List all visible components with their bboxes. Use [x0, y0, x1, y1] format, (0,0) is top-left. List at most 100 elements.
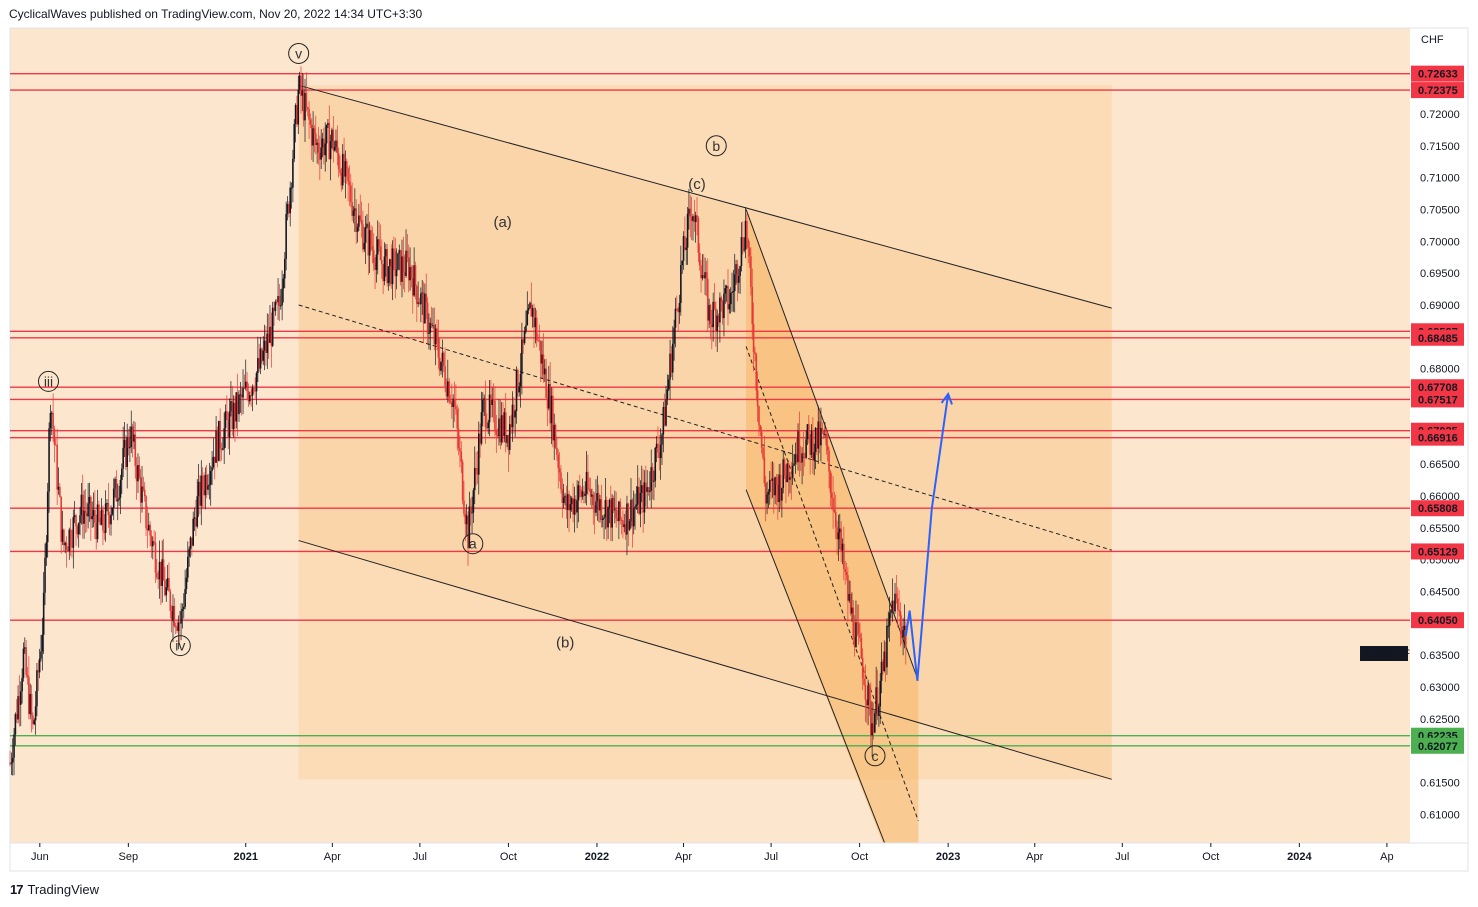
candle-body — [888, 613, 891, 626]
candle-body — [60, 496, 62, 542]
candle-body — [839, 528, 841, 533]
candle-body — [418, 302, 421, 305]
candle-body — [96, 504, 99, 540]
candle-body — [572, 498, 574, 515]
candle-body — [399, 250, 402, 282]
candle-body — [201, 475, 204, 491]
red-level-badge — [1411, 379, 1464, 396]
candle-body — [112, 488, 115, 508]
candle-body — [437, 338, 440, 358]
candle-body — [55, 444, 57, 446]
candle-body — [853, 636, 856, 648]
candle-body — [61, 529, 64, 542]
candle-body — [879, 680, 882, 707]
candle-body — [440, 361, 442, 371]
candle-body — [263, 340, 266, 351]
candle-body — [324, 143, 327, 156]
candle-body — [878, 706, 880, 716]
candle-body — [669, 353, 671, 380]
candle-body — [580, 489, 582, 497]
candle-body — [646, 487, 648, 492]
candle-body — [359, 215, 362, 221]
candle-body — [479, 433, 481, 444]
candle-body — [634, 506, 636, 509]
candle-body — [304, 93, 306, 121]
candle-body — [9, 763, 11, 765]
candle-body — [98, 504, 100, 518]
candle-body — [596, 493, 599, 502]
candle-body — [337, 153, 340, 170]
candle-body — [438, 357, 441, 371]
candle-body — [814, 428, 817, 453]
candle-body — [411, 278, 414, 296]
candle-body — [390, 259, 393, 285]
candle-body — [696, 215, 698, 219]
candle-body — [83, 510, 85, 524]
candle-body — [168, 578, 170, 592]
candle-body — [746, 220, 748, 240]
candle-body — [379, 246, 382, 261]
candle-body — [102, 509, 104, 531]
x-tick-label: Sep — [119, 851, 139, 863]
y-tick-label: 0.65500 — [1420, 523, 1460, 535]
candle-body — [29, 693, 32, 715]
candle-body — [270, 326, 273, 346]
candle-body — [506, 435, 508, 443]
wave-label-circle — [37, 370, 59, 392]
x-tick-label: Ap — [1380, 851, 1393, 863]
candle-body — [85, 513, 88, 517]
candle-body — [442, 352, 445, 367]
x-tick-label: Apr — [675, 851, 692, 863]
tradingview-footer: 17 TradingView — [10, 880, 99, 898]
candle-body — [407, 257, 410, 281]
candle-body — [802, 453, 805, 457]
candle-body — [261, 348, 263, 361]
candle-body — [680, 265, 682, 303]
candle-body — [557, 454, 560, 469]
y-tick-label: 0.66000 — [1420, 491, 1460, 503]
candle-body — [118, 497, 120, 500]
candle-body — [15, 714, 18, 720]
candle-body — [876, 687, 879, 716]
candle-body — [779, 474, 782, 501]
candle-body — [754, 351, 756, 355]
y-tick-label: 0.70500 — [1420, 204, 1460, 216]
candle-body — [847, 575, 849, 601]
candle-body — [564, 495, 566, 498]
candle-body — [433, 325, 436, 345]
candle-body — [389, 259, 391, 267]
candle-body — [799, 461, 802, 463]
wave-label-circle — [705, 135, 727, 157]
candle-body — [460, 451, 463, 462]
candle-body — [71, 546, 73, 548]
candle-body — [706, 278, 709, 321]
candle-body — [640, 485, 643, 494]
red-level-badge — [1411, 329, 1464, 346]
candle-body — [297, 89, 300, 125]
wave-label: b — [712, 138, 720, 154]
candle-body — [488, 394, 491, 423]
candle-body — [860, 637, 863, 659]
candle-body — [592, 494, 595, 506]
candle-body — [325, 125, 328, 144]
candle-body — [794, 454, 797, 464]
candle-body — [130, 426, 133, 447]
candle-body — [759, 425, 762, 432]
candle-body — [899, 611, 902, 627]
candle-body — [507, 435, 510, 450]
candle-body — [857, 623, 860, 634]
candle-body — [808, 424, 810, 435]
candle-body — [475, 467, 477, 469]
red-level-label: 0.64050 — [1418, 615, 1458, 627]
candle-body — [94, 509, 96, 523]
candle-body — [18, 696, 21, 705]
candle-body — [21, 677, 23, 692]
candle-body — [503, 412, 506, 437]
candle-body — [600, 499, 603, 521]
candle-body — [508, 424, 511, 450]
candle-body — [452, 398, 454, 407]
candle-body — [354, 208, 356, 211]
candle-body — [77, 523, 80, 535]
candle-body — [856, 622, 859, 624]
